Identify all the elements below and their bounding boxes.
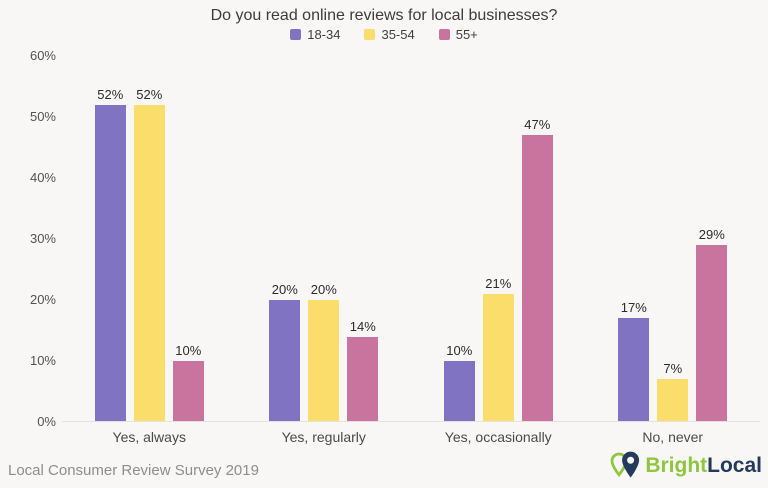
logo-text-local: Local <box>707 454 762 477</box>
bar-wrap: 21% <box>482 275 514 422</box>
bar-wrap: 10% <box>172 343 204 422</box>
bar-wrap: 52% <box>94 86 126 422</box>
bar-wrap: 52% <box>133 86 165 422</box>
bar-wrap: 10% <box>443 343 475 422</box>
y-axis: 0% 10% 20% 30% 40% 50% 60% <box>6 48 56 429</box>
bar-wrap: 17% <box>618 300 650 422</box>
bar-group-yes-regularly: 20% 20% 14% Yes, regularly <box>237 56 412 445</box>
bar-18-34 <box>269 300 301 422</box>
legend-item-55-: 55+ <box>438 27 478 42</box>
bar-wrap: 20% <box>269 282 301 422</box>
legend-swatch <box>438 29 450 40</box>
legend-label: 55+ <box>455 27 478 42</box>
plot-area: 52% 52% 10% Yes, always 20% 20% 14% Yes, regula… <box>62 56 761 445</box>
bar-18-34 <box>618 318 650 422</box>
bar-value-label: 7% <box>663 361 683 377</box>
bar-groups: 52% 52% 10% Yes, always 20% 20% 14% Yes, regula… <box>62 56 761 445</box>
bar-wrap: 14% <box>347 318 379 422</box>
bar-value-label: 52% <box>136 86 163 102</box>
bar-wrap: 20% <box>308 282 340 422</box>
chart-title: Do you read online reviews for local bus… <box>210 7 558 24</box>
x-axis-label: Yes, regularly <box>281 429 366 445</box>
x-axis-label: Yes, occasionally <box>444 429 552 445</box>
logo-text-bright: Bright <box>645 454 708 477</box>
legend-item-35-54: 35-54 <box>364 27 415 42</box>
y-tick-label: 60% <box>29 48 56 63</box>
bar-35-54 <box>308 300 340 422</box>
y-tick-label: 50% <box>29 109 56 124</box>
bar-35-54 <box>133 104 165 422</box>
legend: 18-34 35-54 55+ <box>0 27 768 42</box>
bar-wrap: 7% <box>657 361 689 422</box>
bar-value-label: 10% <box>175 343 202 358</box>
y-tick-label: 10% <box>29 353 56 368</box>
bar-value-label: 20% <box>310 282 337 297</box>
bar-55- <box>521 135 553 422</box>
bar-value-label: 10% <box>446 343 473 358</box>
bar-group-yes-occasionally: 10% 21% 47% Yes, occasionally <box>411 56 586 445</box>
y-tick-label: 30% <box>29 231 56 246</box>
bar-value-label: 52% <box>97 86 124 102</box>
bar-55- <box>172 361 204 422</box>
x-axis-label: No, never <box>642 429 704 445</box>
y-tick-label: 20% <box>29 292 56 307</box>
legend-item-18-34: 18-34 <box>290 27 340 42</box>
legend-swatch <box>290 29 302 40</box>
bar-value-label: 17% <box>620 300 647 316</box>
logo-text: BrightLocal <box>645 454 762 478</box>
bar-value-label: 21% <box>485 275 512 291</box>
bar-35-54 <box>482 293 514 422</box>
bar-55- <box>347 336 379 422</box>
bar-value-label: 29% <box>698 227 725 243</box>
legend-swatch <box>364 29 376 40</box>
y-tick-label: 40% <box>29 170 56 185</box>
legend-label: 18-34 <box>307 27 341 42</box>
bar-wrap: 47% <box>521 117 553 422</box>
bar-value-label: 20% <box>271 282 298 297</box>
bar-55- <box>696 245 728 422</box>
bar-18-34 <box>443 361 475 422</box>
x-axis-baseline <box>62 421 760 422</box>
bar-wrap: 29% <box>696 227 728 422</box>
source-caption: Local Consumer Review Survey 2019 <box>8 462 259 479</box>
legend-label: 35-54 <box>381 27 415 42</box>
bar-18-34 <box>94 104 126 422</box>
brightlocal-pin-icon <box>610 451 640 478</box>
bar-value-label: 14% <box>349 318 376 334</box>
brightlocal-logo: BrightLocal <box>607 450 762 482</box>
y-tick-label: 0% <box>37 414 56 429</box>
bar-35-54 <box>657 379 689 422</box>
bar-value-label: 47% <box>524 117 551 133</box>
bar-group-no-never: 17% 7% 29% No, never <box>586 56 761 445</box>
bar-group-yes-always: 52% 52% 10% Yes, always <box>62 56 237 445</box>
x-axis-label: Yes, always <box>112 429 186 445</box>
